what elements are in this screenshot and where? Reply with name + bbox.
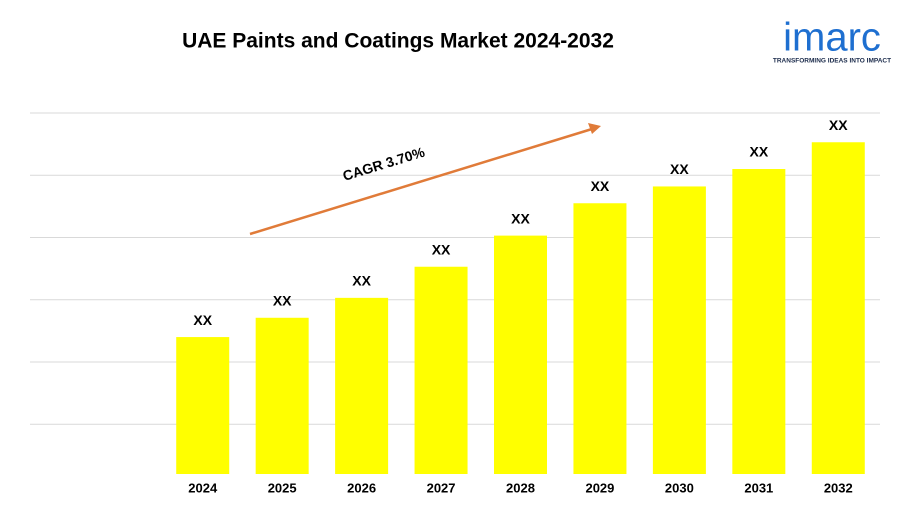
cagr-label: CAGR 3.70% bbox=[341, 144, 427, 184]
logo-name: imarc bbox=[783, 16, 881, 60]
value-label: XX bbox=[352, 273, 371, 289]
bar bbox=[414, 266, 468, 474]
x-tick-label: 2027 bbox=[427, 480, 456, 495]
logo-tagline: TRANSFORMING IDEAS INTO IMPACT bbox=[773, 58, 891, 65]
logo: imarc TRANSFORMING IDEAS INTO IMPACT bbox=[773, 16, 891, 65]
bar bbox=[811, 142, 865, 474]
x-tick-label: 2031 bbox=[744, 480, 773, 495]
x-tick-label: 2026 bbox=[347, 480, 376, 495]
chart-title: UAE Paints and Coatings Market 2024-2032 bbox=[182, 30, 614, 53]
x-tick-label: 2032 bbox=[824, 480, 853, 495]
bar bbox=[176, 337, 230, 474]
x-tick-label: 2029 bbox=[585, 480, 614, 495]
trend-arrow bbox=[249, 127, 593, 236]
bar bbox=[255, 317, 309, 474]
value-label: XX bbox=[670, 161, 689, 177]
x-tick-label: 2030 bbox=[665, 480, 694, 495]
x-tick-label: 2024 bbox=[188, 480, 218, 495]
bar bbox=[335, 297, 389, 474]
bar bbox=[494, 235, 547, 474]
arrow-head bbox=[588, 123, 601, 134]
value-label: XX bbox=[273, 292, 292, 308]
x-tick-label: 2028 bbox=[506, 480, 535, 495]
value-label: XX bbox=[591, 178, 610, 194]
value-label: XX bbox=[193, 312, 212, 328]
bar bbox=[652, 186, 706, 474]
value-label: XX bbox=[749, 144, 768, 160]
bar bbox=[732, 169, 786, 474]
x-tick-label: 2025 bbox=[268, 480, 297, 495]
value-label: XX bbox=[829, 117, 848, 133]
value-label: XX bbox=[432, 241, 451, 257]
value-label: XX bbox=[511, 210, 530, 226]
bar bbox=[573, 203, 627, 474]
